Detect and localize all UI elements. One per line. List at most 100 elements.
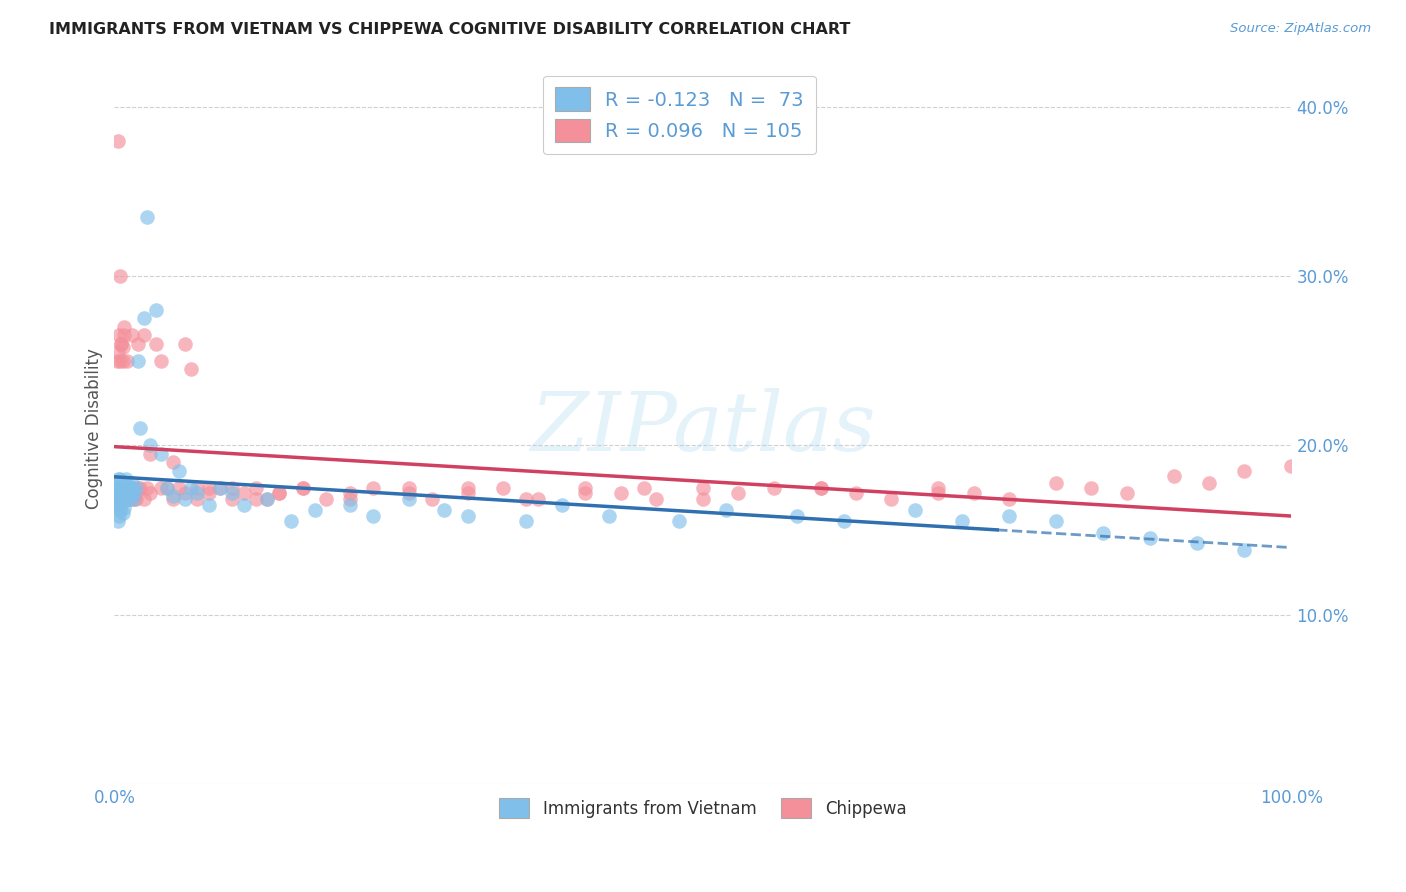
Point: [162, 455, 184, 469]
Point: [339, 492, 361, 507]
Point: [145, 302, 167, 317]
Point: [280, 515, 302, 529]
Point: [786, 509, 808, 524]
Text: IMMIGRANTS FROM VIETNAM VS CHIPPEWA COGNITIVE DISABILITY CORRELATION CHART: IMMIGRANTS FROM VIETNAM VS CHIPPEWA COGN…: [49, 22, 851, 37]
Point: [110, 489, 132, 503]
Point: [122, 481, 145, 495]
Point: [1080, 481, 1102, 495]
Point: [138, 485, 160, 500]
Point: [186, 481, 208, 495]
Point: [115, 492, 138, 507]
Point: [108, 489, 131, 503]
Point: [339, 485, 361, 500]
Point: [186, 492, 208, 507]
Point: [107, 515, 129, 529]
Point: [124, 485, 146, 500]
Point: [129, 421, 152, 435]
Point: [118, 492, 141, 507]
Point: [1045, 475, 1067, 490]
Point: [127, 481, 149, 495]
Point: [115, 472, 138, 486]
Point: [121, 485, 143, 500]
Point: [633, 481, 655, 495]
Point: [115, 481, 138, 495]
Point: [810, 481, 832, 495]
Point: [114, 489, 136, 503]
Point: [105, 353, 128, 368]
Y-axis label: Cognitive Disability: Cognitive Disability: [86, 348, 103, 508]
Point: [574, 485, 596, 500]
Point: [197, 498, 219, 512]
Point: [221, 492, 243, 507]
Point: [156, 481, 179, 495]
Point: [110, 336, 132, 351]
Point: [457, 509, 479, 524]
Point: [197, 485, 219, 500]
Point: [256, 492, 278, 507]
Point: [124, 485, 146, 500]
Point: [363, 481, 385, 495]
Point: [105, 498, 128, 512]
Point: [132, 492, 155, 507]
Point: [904, 502, 927, 516]
Point: [232, 485, 254, 500]
Point: [291, 481, 314, 495]
Point: [692, 481, 714, 495]
Point: [1092, 526, 1115, 541]
Point: [492, 481, 515, 495]
Point: [245, 492, 267, 507]
Point: [1045, 515, 1067, 529]
Point: [107, 498, 129, 512]
Point: [110, 353, 132, 368]
Point: [810, 481, 832, 495]
Point: [112, 481, 135, 495]
Point: [120, 485, 142, 500]
Point: [115, 485, 138, 500]
Point: [132, 311, 155, 326]
Point: [339, 498, 361, 512]
Point: [574, 481, 596, 495]
Point: [197, 481, 219, 495]
Point: [527, 492, 550, 507]
Point: [111, 492, 134, 507]
Point: [174, 485, 197, 500]
Point: [156, 481, 179, 495]
Point: [174, 336, 197, 351]
Point: [150, 481, 173, 495]
Point: [107, 472, 129, 486]
Point: [138, 447, 160, 461]
Point: [256, 492, 278, 507]
Point: [108, 328, 131, 343]
Point: [107, 134, 129, 148]
Point: [927, 485, 949, 500]
Point: [845, 485, 868, 500]
Point: [105, 485, 128, 500]
Point: [108, 481, 131, 495]
Point: [110, 336, 132, 351]
Point: [114, 481, 136, 495]
Point: [107, 489, 129, 503]
Point: [927, 481, 949, 495]
Point: [112, 319, 135, 334]
Point: [108, 509, 131, 524]
Point: [232, 498, 254, 512]
Point: [150, 353, 173, 368]
Point: [420, 492, 443, 507]
Point: [433, 502, 456, 516]
Point: [398, 481, 420, 495]
Point: [127, 336, 149, 351]
Point: [291, 481, 314, 495]
Legend: Immigrants from Vietnam, Chippewa: Immigrants from Vietnam, Chippewa: [492, 791, 912, 825]
Point: [209, 481, 232, 495]
Point: [1198, 475, 1220, 490]
Point: [998, 509, 1021, 524]
Point: [110, 492, 132, 507]
Point: [180, 362, 202, 376]
Point: [136, 210, 159, 224]
Point: [269, 485, 291, 500]
Point: [114, 492, 136, 507]
Point: [121, 328, 143, 343]
Point: [515, 515, 537, 529]
Point: [644, 492, 666, 507]
Point: [245, 481, 267, 495]
